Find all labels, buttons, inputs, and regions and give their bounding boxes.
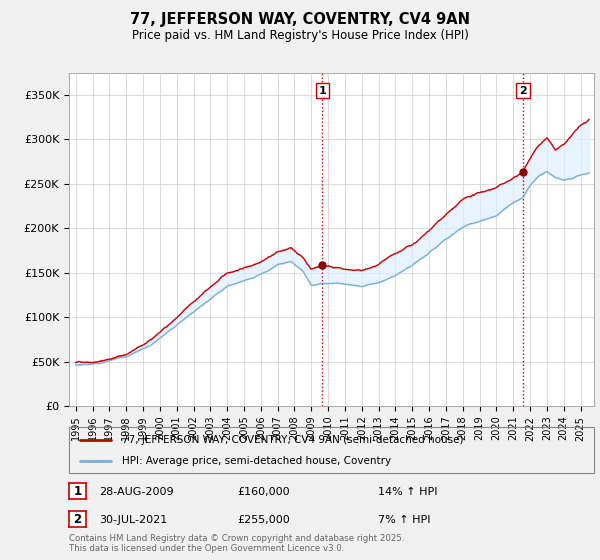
Text: Contains HM Land Registry data © Crown copyright and database right 2025.
This d: Contains HM Land Registry data © Crown c… — [69, 534, 404, 553]
Text: HPI: Average price, semi-detached house, Coventry: HPI: Average price, semi-detached house,… — [121, 456, 391, 466]
Text: 14% ↑ HPI: 14% ↑ HPI — [378, 487, 437, 497]
Text: 28-AUG-2009: 28-AUG-2009 — [99, 487, 173, 497]
Text: 2: 2 — [73, 512, 82, 526]
Text: 2: 2 — [519, 86, 527, 96]
Text: 30-JUL-2021: 30-JUL-2021 — [99, 515, 167, 525]
Text: £255,000: £255,000 — [237, 515, 290, 525]
Text: 7% ↑ HPI: 7% ↑ HPI — [378, 515, 431, 525]
Text: Price paid vs. HM Land Registry's House Price Index (HPI): Price paid vs. HM Land Registry's House … — [131, 29, 469, 42]
Text: 1: 1 — [73, 484, 82, 498]
Text: 1: 1 — [319, 86, 326, 96]
Text: £160,000: £160,000 — [237, 487, 290, 497]
Text: 77, JEFFERSON WAY, COVENTRY, CV4 9AN: 77, JEFFERSON WAY, COVENTRY, CV4 9AN — [130, 12, 470, 27]
Text: 77, JEFFERSON WAY, COVENTRY, CV4 9AN (semi-detached house): 77, JEFFERSON WAY, COVENTRY, CV4 9AN (se… — [121, 435, 463, 445]
